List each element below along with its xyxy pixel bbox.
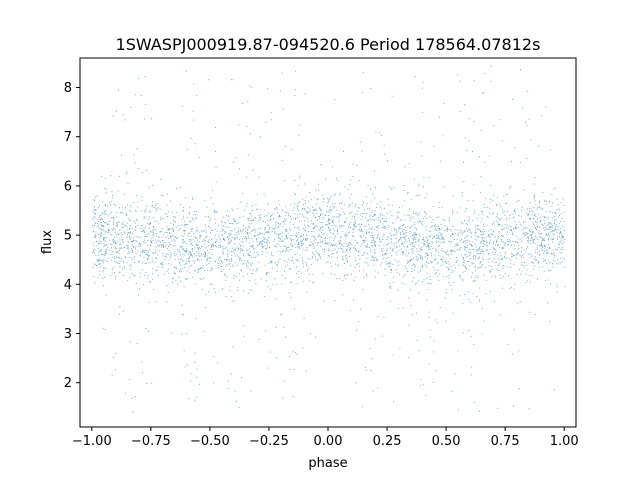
x-tick-label: −0.75 bbox=[131, 434, 171, 449]
y-tick-label: 7 bbox=[64, 130, 72, 145]
x-tick-label: 0.50 bbox=[432, 434, 461, 449]
y-tick-label: 3 bbox=[64, 327, 72, 342]
x-tick-label: 0.25 bbox=[373, 434, 402, 449]
y-tick-label: 6 bbox=[64, 179, 72, 194]
x-axis: −1.00 −0.75 −0.50 −0.25 0.00 0.25 0.50 0.75 1.00 bbox=[72, 427, 579, 449]
x-tick-label: 0.00 bbox=[314, 434, 343, 449]
y-tick-label: 5 bbox=[64, 229, 72, 244]
x-tick-label: 0.75 bbox=[491, 434, 520, 449]
x-tick-label: −1.00 bbox=[72, 434, 112, 449]
y-tick-label: 8 bbox=[64, 81, 72, 96]
x-axis-label: phase bbox=[308, 456, 347, 471]
y-axis: 2 3 4 5 6 7 8 bbox=[64, 81, 80, 391]
y-tick-label: 2 bbox=[64, 376, 72, 391]
chart-title: 1SWASPJ000919.87-094520.6 Period 178564.… bbox=[116, 35, 541, 54]
x-tick-label: 1.00 bbox=[550, 434, 579, 449]
x-tick-label: −0.50 bbox=[190, 434, 230, 449]
y-axis-label: flux bbox=[40, 230, 55, 254]
y-tick-label: 4 bbox=[64, 278, 72, 293]
x-tick-label: −0.25 bbox=[249, 434, 289, 449]
